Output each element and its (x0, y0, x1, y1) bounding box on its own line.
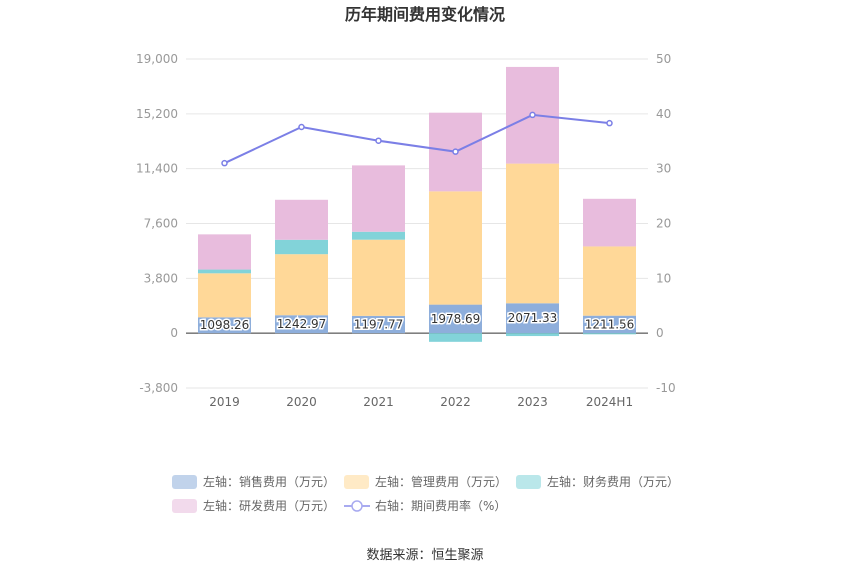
y-right-tick-label: 20 (656, 217, 671, 231)
left-axis: 19,000 15,200 11,400 7,600 3,800 0 -3,800 (136, 52, 178, 395)
legend-swatch-icon (172, 475, 197, 489)
bar-segment-1-1 (275, 254, 328, 316)
legend-swatch-icon (172, 499, 197, 513)
data-labels: 1098.26 1242.97 1197.77 1978.69 2071.33 1211.… (198, 310, 636, 334)
data-label-5: 1211.56 (585, 317, 635, 331)
rate-point-2 (375, 137, 382, 144)
data-label-2: 1197.77 (354, 318, 404, 332)
y-right-tick-label: 50 (656, 52, 671, 66)
y-left-tick-label: 3,800 (144, 271, 178, 285)
legend-swatch-icon (344, 475, 369, 489)
rate-point-0 (221, 159, 228, 167)
bar-segment-3-5 (583, 198, 636, 247)
data-label-0: 1098.26 (200, 318, 250, 332)
x-tick-label: 2020 (286, 395, 317, 409)
data-label-4: 2071.33 (508, 311, 558, 325)
bar-segment-0-3 (429, 304, 482, 334)
legend-item-1: 左轴：管理费用（万元） (344, 474, 507, 489)
y-right-tick-label: 40 (656, 107, 671, 121)
grid-lines (186, 58, 648, 389)
y-left-tick-label: -3,800 (139, 381, 178, 395)
y-left-tick-label: 15,200 (136, 107, 178, 121)
bar-segment-2-3 (429, 333, 482, 342)
bar-segment-2-1 (275, 239, 328, 255)
x-tick-label: 2019 (209, 395, 240, 409)
data-label-3: 1978.69 (431, 312, 481, 326)
rate-line (221, 111, 613, 167)
source-note: 数据来源：恒生聚源 (366, 548, 483, 563)
y-left-tick-label: 0 (170, 326, 178, 340)
rate-line-path (224, 113, 610, 165)
bar-segment-0-1 (275, 315, 328, 334)
bar-segment-1-4 (506, 163, 559, 304)
x-tick-label: 2022 (440, 395, 471, 409)
bar-segment-2-5 (583, 333, 636, 335)
bar-segment-1-0 (198, 273, 251, 318)
chart-title: 历年期间费用变化情况 (345, 5, 505, 24)
bar-segment-3-0 (198, 234, 251, 270)
y-right-tick-label: 0 (656, 326, 664, 340)
bars (198, 66, 636, 342)
legend-item-3: 左轴：研发费用（万元） (172, 498, 335, 513)
x-tick-label: 2023 (517, 395, 548, 409)
bar-segment-1-3 (429, 191, 482, 305)
y-right-tick-label: 10 (656, 271, 671, 285)
rate-point-4 (529, 111, 536, 119)
right-axis: 50 40 30 20 10 0 -10 (656, 52, 676, 395)
legend-label: 左轴：管理费用（万元） (375, 474, 507, 489)
y-left-tick-label: 11,400 (136, 162, 178, 176)
data-label-1: 1242.97 (277, 317, 327, 331)
rate-point-5 (606, 119, 613, 127)
bar-segment-2-4 (506, 333, 559, 337)
legend-item-0: 左轴：销售费用（万元） (172, 474, 335, 489)
legend-item-4: 右轴：期间费用率（%） (344, 498, 506, 513)
legend: 左轴：销售费用（万元） 左轴：管理费用（万元） 左轴：财务费用（万元） 左轴：研发费用… (172, 474, 679, 513)
bar-segment-1-5 (583, 246, 636, 316)
bar-segment-3-2 (352, 165, 405, 232)
bar-segment-2-0 (198, 269, 251, 274)
bar-segment-3-1 (275, 199, 328, 240)
bar-segment-0-4 (506, 303, 559, 334)
legend-label: 左轴：研发费用（万元） (203, 498, 335, 513)
y-right-tick-label: -10 (656, 381, 676, 395)
y-left-tick-label: 7,600 (144, 217, 178, 231)
legend-marker-icon (351, 500, 363, 512)
x-tick-label: 2024H1 (586, 395, 633, 409)
rate-point-1 (298, 123, 305, 131)
legend-item-2: 左轴：财务费用（万元） (516, 474, 679, 489)
rate-point-3 (452, 148, 459, 155)
x-tick-label: 2021 (363, 395, 394, 409)
legend-swatch-icon (516, 475, 541, 489)
legend-label: 左轴：销售费用（万元） (203, 474, 335, 489)
bar-segment-2-2 (352, 231, 405, 240)
x-axis: 2019 2020 2021 2022 2023 2024H1 (209, 395, 633, 409)
y-left-tick-label: 19,000 (136, 52, 178, 66)
legend-label: 右轴：期间费用率（%） (375, 498, 506, 513)
y-right-tick-label: 30 (656, 162, 671, 176)
legend-label: 左轴：财务费用（万元） (547, 474, 679, 489)
bar-segment-0-2 (352, 315, 405, 334)
bar-segment-0-0 (198, 317, 251, 334)
bar-segment-1-2 (352, 239, 405, 316)
bar-segment-0-5 (583, 315, 636, 334)
